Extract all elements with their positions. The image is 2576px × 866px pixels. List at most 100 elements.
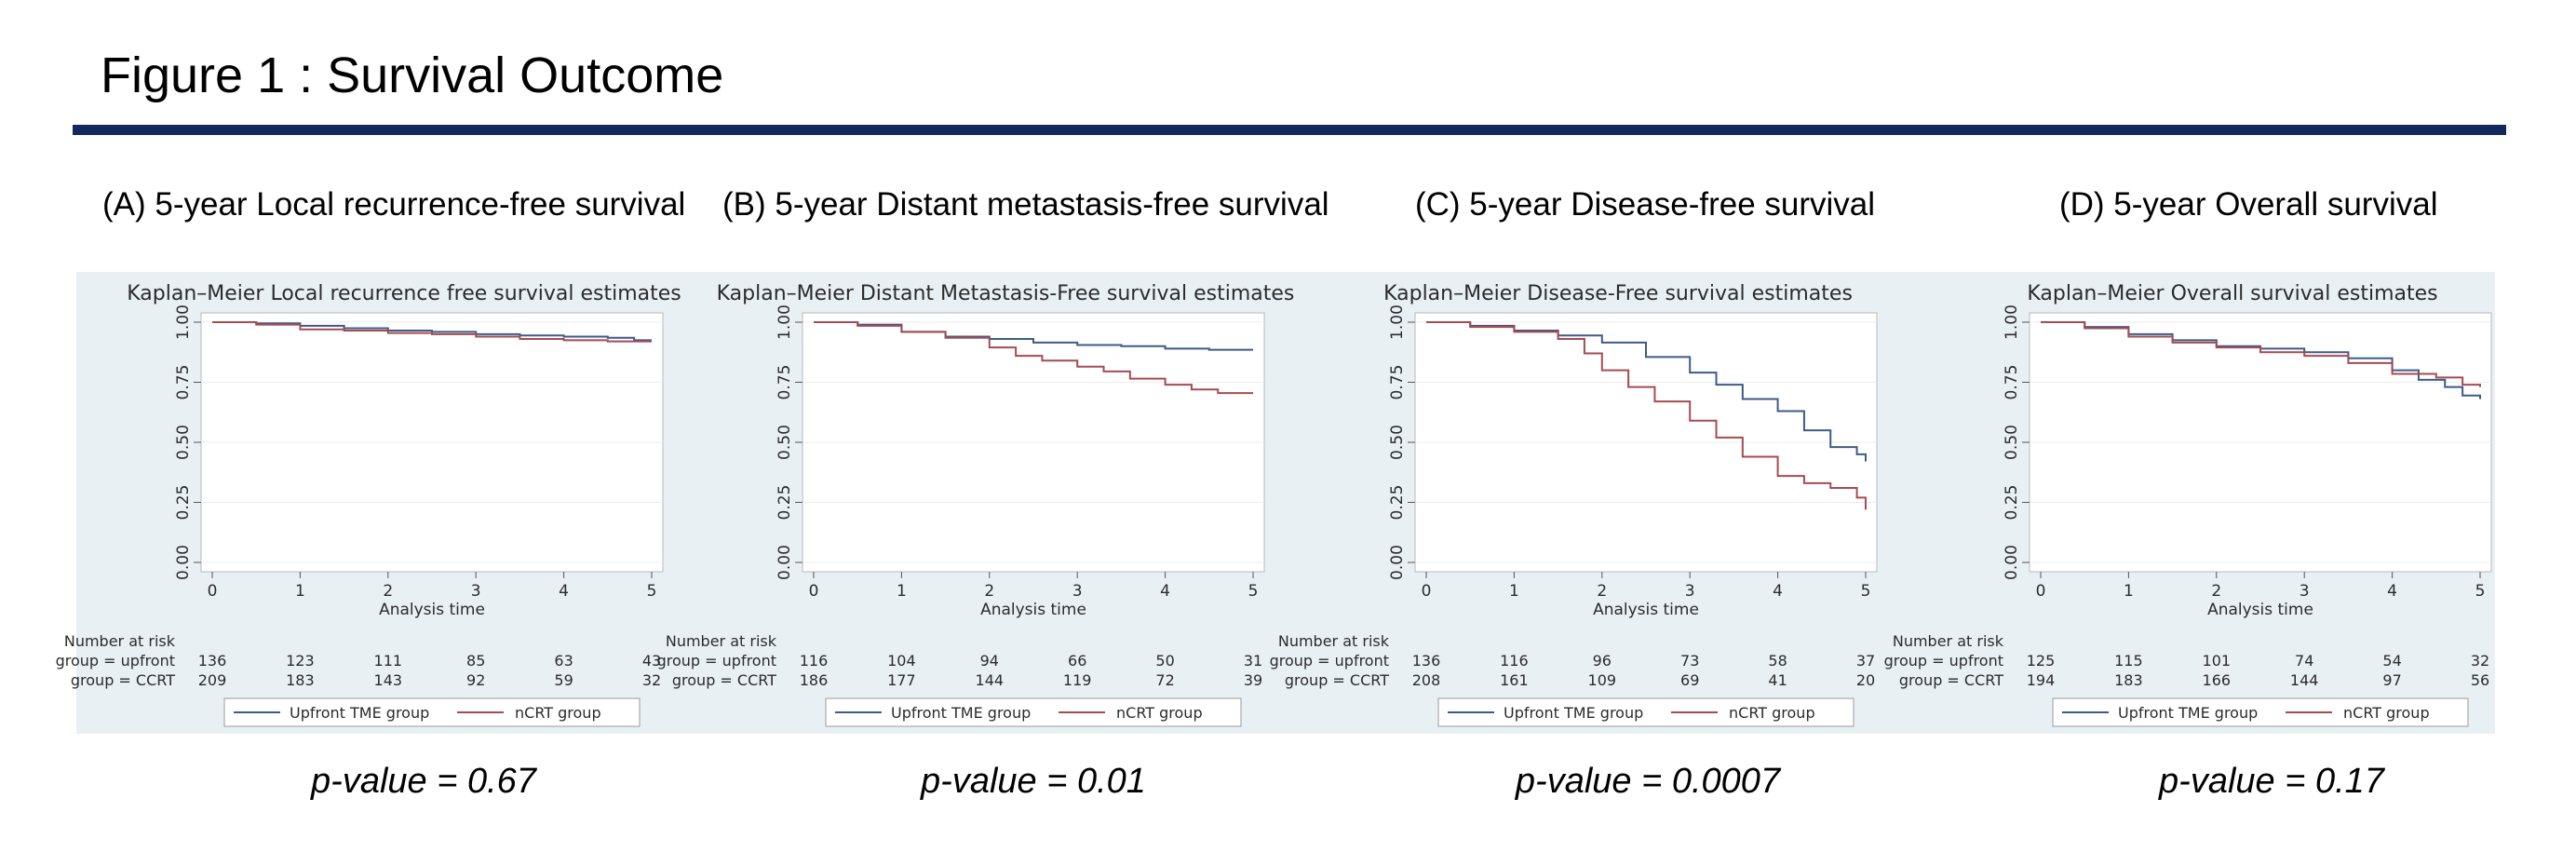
legend-label-ncrt: nCRT group (515, 704, 601, 722)
risk-count-upfront: 31 (1244, 652, 1262, 670)
x-tick-label: 1 (295, 582, 305, 601)
panel-label-d: (D) 5-year Overall survival (2059, 186, 2438, 223)
risk-table-heading: Number at risk (1278, 632, 1390, 650)
x-tick-label: 4 (1773, 582, 1783, 601)
x-tick-label: 2 (984, 582, 994, 601)
risk-count-upfront: 74 (2295, 652, 2313, 670)
x-tick-label: 5 (1861, 582, 1871, 601)
x-tick-label: 5 (2475, 582, 2486, 601)
risk-row-label-upfront: group = upfront (56, 652, 175, 670)
risk-count-upfront: 32 (2471, 652, 2489, 670)
x-axis-label: Analysis time (980, 601, 1086, 619)
y-tick-label: 0.50 (2003, 425, 2021, 460)
y-tick-label: 1.00 (775, 304, 794, 340)
km-curve-ncrt (1426, 321, 1867, 510)
risk-count-ccrt: 72 (1155, 671, 1174, 689)
panel-label-c: (C) 5-year Disease-free survival (1415, 186, 1876, 223)
km-chart-overall: Kaplan–Meier Overall survival estimates 0… (1884, 282, 2492, 727)
y-tick-label: 0.00 (2003, 545, 2021, 580)
x-tick-label: 4 (1160, 582, 1170, 601)
y-tick-label: 1.00 (1388, 304, 1407, 340)
risk-row-label-upfront: group = upfront (657, 652, 776, 670)
y-tick-label: 0.00 (1388, 545, 1407, 580)
km-chart-distant-metastasis: Kaplan–Meier Distant Metastasis-Free sur… (657, 282, 1294, 727)
risk-count-ccrt: 194 (2027, 671, 2056, 689)
risk-count-ccrt: 166 (2203, 671, 2232, 689)
x-tick-label: 3 (2300, 582, 2310, 601)
risk-count-upfront: 94 (980, 652, 999, 670)
p-value-a: p-value = 0.67 (311, 762, 536, 801)
legend-label-upfront: Upfront TME group (290, 704, 429, 722)
y-tick-label: 0.25 (174, 485, 193, 521)
x-tick-label: 1 (2124, 582, 2134, 601)
risk-count-ccrt: 97 (2382, 671, 2401, 689)
risk-count-ccrt: 69 (1680, 671, 1699, 689)
risk-count-ccrt: 183 (286, 671, 315, 689)
risk-count-upfront: 58 (1768, 652, 1787, 670)
p-value-b: p-value = 0.01 (921, 762, 1146, 801)
risk-count-upfront: 116 (1500, 652, 1529, 670)
y-tick-label: 0.00 (775, 545, 794, 580)
p-value-d: p-value = 0.17 (2159, 762, 2384, 801)
risk-count-upfront: 63 (554, 652, 573, 670)
risk-table-heading: Number at risk (666, 632, 777, 650)
x-axis-label: Analysis time (1593, 601, 1699, 619)
x-tick-label: 2 (1597, 582, 1607, 601)
legend-label-upfront: Upfront TME group (2118, 704, 2258, 722)
risk-count-ccrt: 20 (1856, 671, 1875, 689)
legend-box (2052, 697, 2469, 727)
risk-count-upfront: 50 (1155, 652, 1174, 670)
panel-label-a: (A) 5-year Local recurrence-free surviva… (102, 186, 686, 223)
x-tick-label: 3 (1685, 582, 1695, 601)
x-tick-label: 5 (647, 582, 657, 601)
risk-count-upfront: 104 (887, 652, 916, 670)
risk-count-upfront: 73 (1680, 652, 1699, 670)
x-axis-label: Analysis time (379, 601, 485, 619)
y-tick-label: 0.50 (775, 425, 794, 460)
risk-row-label-ccrt: group = CCRT (71, 671, 175, 689)
risk-count-upfront: 43 (642, 652, 661, 670)
x-tick-label: 1 (897, 582, 907, 601)
x-tick-label: 0 (2036, 582, 2046, 601)
risk-count-ccrt: 186 (800, 671, 829, 689)
y-tick-label: 0.75 (1388, 365, 1407, 400)
risk-count-upfront: 66 (1068, 652, 1086, 670)
legend-label-upfront: Upfront TME group (891, 704, 1031, 722)
risk-count-upfront: 85 (466, 652, 485, 670)
x-tick-label: 1 (1509, 582, 1519, 601)
legend-label-ncrt: nCRT group (1116, 704, 1203, 722)
y-tick-label: 0.50 (1388, 425, 1407, 460)
risk-count-ccrt: 209 (198, 671, 227, 689)
risk-count-ccrt: 144 (2290, 671, 2319, 689)
risk-row-label-ccrt: group = CCRT (672, 671, 776, 689)
y-tick-label: 0.75 (775, 365, 794, 400)
risk-count-upfront: 101 (2203, 652, 2232, 670)
risk-count-ccrt: 109 (1588, 671, 1617, 689)
y-tick-label: 0.75 (174, 365, 193, 400)
y-tick-label: 0.75 (2003, 365, 2021, 400)
risk-row-label-ccrt: group = CCRT (1285, 671, 1389, 689)
chart-title: Kaplan–Meier Disease-Free survival estim… (1383, 282, 1853, 305)
legend-box (825, 697, 1242, 727)
panel-label-b: (B) 5-year Distant metastasis-free survi… (722, 186, 1329, 223)
risk-count-ccrt: 39 (1244, 671, 1262, 689)
risk-count-ccrt: 161 (1500, 671, 1529, 689)
risk-table-heading: Number at risk (1893, 632, 2004, 650)
legend-label-upfront: Upfront TME group (1504, 704, 1643, 722)
km-chart-disease-free: Kaplan–Meier Disease-Free survival estim… (1270, 282, 1878, 727)
figure-title: Figure 1 : Survival Outcome (101, 47, 724, 103)
risk-count-upfront: 136 (1412, 652, 1441, 670)
risk-count-upfront: 136 (198, 652, 227, 670)
x-tick-label: 4 (2387, 582, 2397, 601)
y-tick-label: 1.00 (2003, 304, 2021, 340)
km-curve-upfront (1426, 321, 1867, 462)
x-tick-label: 3 (471, 582, 481, 601)
legend-box (223, 697, 641, 727)
y-tick-label: 0.25 (775, 485, 794, 521)
y-tick-label: 0.00 (174, 545, 193, 580)
x-tick-label: 2 (2211, 582, 2221, 601)
risk-count-ccrt: 144 (976, 671, 1005, 689)
risk-count-ccrt: 32 (642, 671, 661, 689)
legend-label-ncrt: nCRT group (2343, 704, 2430, 722)
risk-count-ccrt: 59 (554, 671, 573, 689)
